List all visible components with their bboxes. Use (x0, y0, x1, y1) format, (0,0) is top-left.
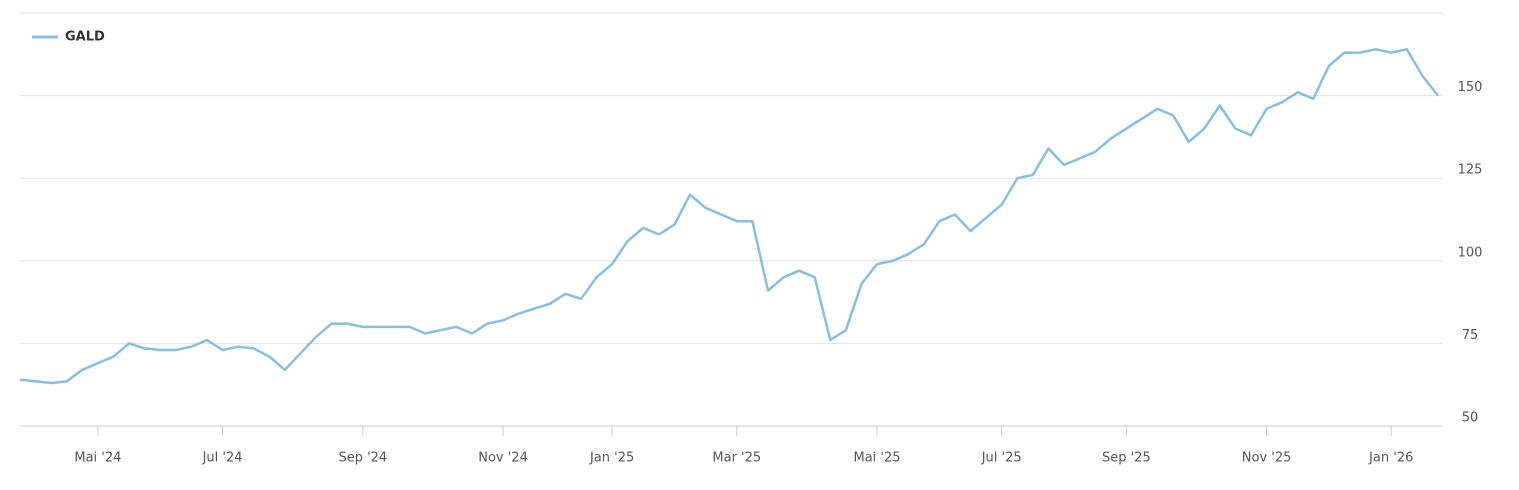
y-tick-label: 50 (1462, 411, 1479, 426)
x-tick-label: Nov '24 (478, 451, 528, 466)
legend-label[interactable]: GALD (65, 30, 105, 45)
y-tick-label: 75 (1462, 328, 1479, 343)
y-tick-label: 125 (1458, 163, 1483, 178)
x-tick-label: Mar '25 (712, 451, 761, 466)
x-tick-label: Nov '25 (1242, 451, 1292, 466)
x-tick-label: Jan '25 (589, 451, 634, 466)
x-tick-label: Jan '26 (1368, 451, 1413, 466)
x-tick-label: Jul '25 (981, 451, 1022, 466)
x-tick-label: Sep '24 (338, 451, 387, 466)
x-tick-label: Jul '24 (202, 451, 243, 466)
y-tick-label: 150 (1458, 80, 1483, 95)
line (19, 48, 1439, 385)
y-tick-label: 100 (1458, 245, 1483, 260)
x-tick-label: Sep '25 (1102, 451, 1151, 466)
x-tick-label: Mai '25 (854, 451, 901, 466)
x-tick-label: Mai '24 (74, 451, 121, 466)
